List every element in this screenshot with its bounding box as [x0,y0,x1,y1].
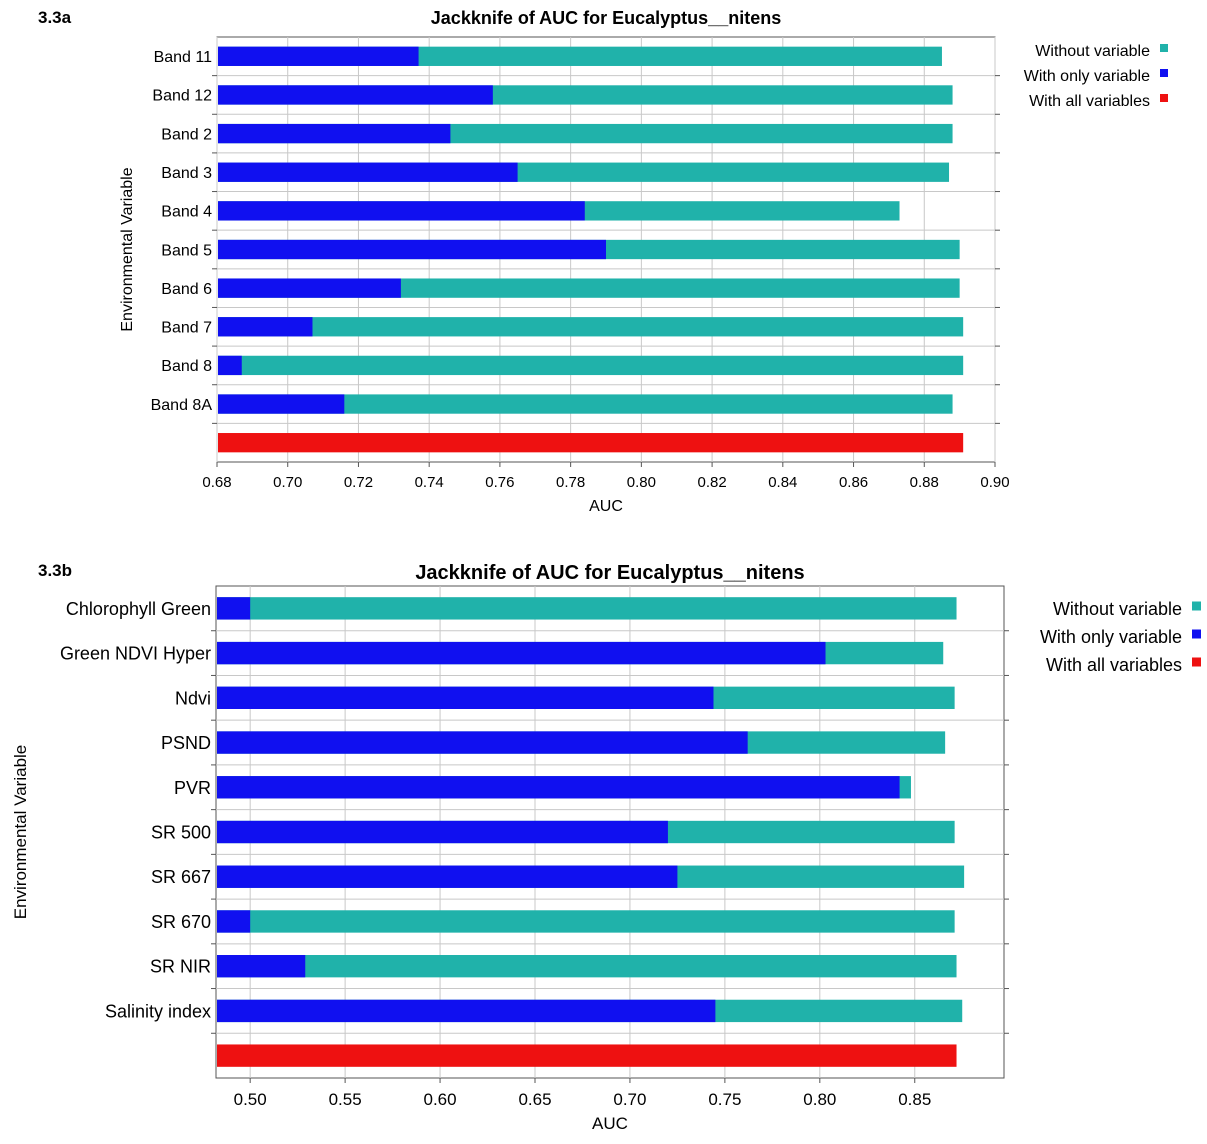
category-label: Chlorophyll Green [66,599,211,619]
bar-with-only-variable [218,85,493,105]
chart-title: Jackknife of AUC for Eucalyptus__nitens [415,562,804,584]
legend-swatch [1192,657,1201,667]
bar-with-only-variable [217,820,668,844]
x-tick-label: 0.84 [768,474,797,491]
x-tick-label: 0.60 [424,1090,457,1109]
x-tick-label: 0.75 [708,1090,741,1109]
category-label: SR 670 [151,912,211,932]
x-tick-label: 0.86 [839,474,868,491]
y-axis-label: Environmental Variable [11,745,30,920]
category-label: Band 3 [161,165,212,182]
legend-swatch [1160,44,1168,52]
category-label: SR 667 [151,867,211,887]
bar-with-only-variable [217,641,826,665]
y-axis-label: Environmental Variable [119,167,136,331]
panel-label: 3.3b [38,561,73,580]
bar-with-only-variable [218,162,518,182]
category-label: Band 8 [161,358,212,375]
x-tick-label: 0.50 [234,1090,267,1109]
legend-label: With only variable [1024,68,1150,85]
bar-with-only-variable [218,239,606,260]
category-label: Salinity index [105,1001,211,1021]
bar-with-only-variable [218,46,419,66]
x-tick-label: 0.74 [415,474,444,491]
bar-with-all-variables [218,433,964,453]
jackknife-chart-b: Jackknife of AUC for Eucalyptus__nitens 0… [11,562,1201,1133]
bar-with-only-variable [218,123,451,144]
category-label: PSND [161,733,211,753]
category-label: PVR [174,778,211,798]
x-tick-label: 0.88 [910,474,939,491]
category-label: Band 5 [161,242,212,259]
category-label: Green NDVI Hyper [60,644,211,664]
x-tick-label: 0.70 [273,474,302,491]
bar-with-only-variable [217,731,748,754]
chart-panel-b: 3.3b Jackknife of AUC for Eucalyptus__ni… [0,555,1207,1144]
legend-label: With only variable [1040,627,1182,647]
x-tick-label: 0.85 [898,1090,931,1109]
bar-with-only-variable [218,201,585,221]
legend-label: With all variables [1029,93,1150,110]
x-axis-label: AUC [592,1114,628,1133]
x-tick-label: 0.55 [329,1090,362,1109]
legend-swatch [1160,69,1168,77]
x-tick-label: 0.72 [344,474,373,491]
legend-label: Without variable [1053,599,1182,619]
category-label: SR NIR [150,957,211,977]
category-label: Band 12 [152,88,212,105]
x-tick-label: 0.76 [485,474,514,491]
bar-without-variable [218,317,964,337]
chart-panel-a: 3.3a Jackknife of AUC for Eucalyptus__ni… [0,0,1207,540]
bar-with-only-variable [217,686,714,709]
bar-with-only-variable [217,999,716,1023]
legend-swatch [1192,601,1201,611]
bar-with-only-variable [218,394,345,414]
x-tick-label: 0.70 [613,1090,646,1109]
bar-with-only-variable [218,317,313,337]
bar-without-variable [217,910,955,933]
category-label: Band 7 [161,320,212,337]
x-tick-label: 0.90 [980,474,1009,491]
bar-with-only-variable [217,955,306,978]
x-tick-label: 0.82 [697,474,726,491]
bar-with-only-variable [218,355,242,376]
bar-with-only-variable [217,865,678,888]
category-label: Band 2 [161,126,212,143]
category-label: Band 6 [161,281,212,298]
bar-without-variable [218,394,953,414]
bar-with-only-variable [217,910,251,933]
x-tick-label: 0.80 [627,474,656,491]
x-axis-label: AUC [589,498,623,515]
bar-without-variable [218,355,964,376]
chart-title: Jackknife of AUC for Eucalyptus__nitens [431,8,781,28]
jackknife-chart-a: Jackknife of AUC for Eucalyptus__nitens 0… [119,8,1168,515]
bar-with-only-variable [218,278,401,298]
category-label: Band 11 [154,49,213,66]
legend-swatch [1160,94,1168,102]
category-label: Band 4 [161,204,212,221]
bar-without-variable [217,597,957,620]
x-tick-label: 0.65 [518,1090,551,1109]
x-tick-label: 0.68 [202,474,231,491]
legend-swatch [1192,629,1201,639]
bar-without-variable [217,955,957,978]
panel-label: 3.3a [38,8,72,27]
x-tick-label: 0.80 [803,1090,836,1109]
bar-with-only-variable [217,597,251,620]
x-tick-label: 0.78 [556,474,585,491]
category-label: SR 500 [151,822,211,842]
bar-with-all-variables [217,1044,957,1067]
legend-label: With all variables [1046,655,1182,675]
category-label: Band 8A [151,397,213,414]
legend-label: Without variable [1035,43,1150,60]
bar-without-variable [218,278,960,298]
category-label: Ndvi [175,688,211,708]
bar-with-only-variable [217,776,900,799]
